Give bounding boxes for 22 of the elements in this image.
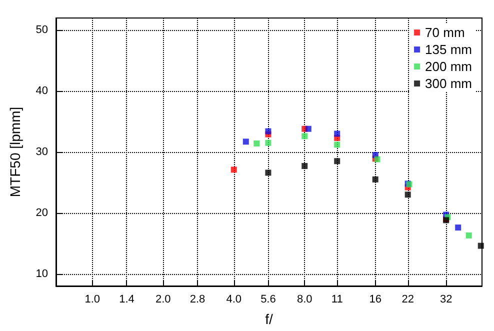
y-tick-label: 40: [36, 85, 48, 98]
x-tick-label: 1.4: [119, 294, 134, 306]
x-tick-label: 2.0: [155, 294, 171, 306]
x-tick-label: 1.0: [84, 294, 100, 306]
x-tick-label: 2.8: [190, 294, 206, 306]
x-tick-label: 22: [402, 294, 414, 306]
y-tick-label: 20: [36, 206, 48, 219]
y-axis-title: MTF50 [lpmm]: [7, 106, 23, 198]
legend-label: 70 mm: [425, 25, 465, 40]
legend-label: 300 mm: [425, 76, 472, 91]
x-tick-label: 5.6: [260, 294, 276, 306]
y-tick-label: 10: [36, 268, 48, 280]
legend-label: 200 mm: [425, 59, 472, 74]
y-tick-label: 50: [36, 24, 48, 36]
x-tick-label: 11: [331, 294, 343, 306]
x-tick-label: 4.0: [226, 294, 242, 306]
x-axis-title: f/: [265, 311, 273, 327]
x-tick-label: 16: [369, 294, 382, 306]
x-tick-label: 8.0: [296, 294, 312, 306]
x-tick-label: 32: [440, 294, 452, 306]
legend-label: 135 mm: [425, 42, 472, 57]
y-tick-label: 30: [36, 146, 48, 158]
